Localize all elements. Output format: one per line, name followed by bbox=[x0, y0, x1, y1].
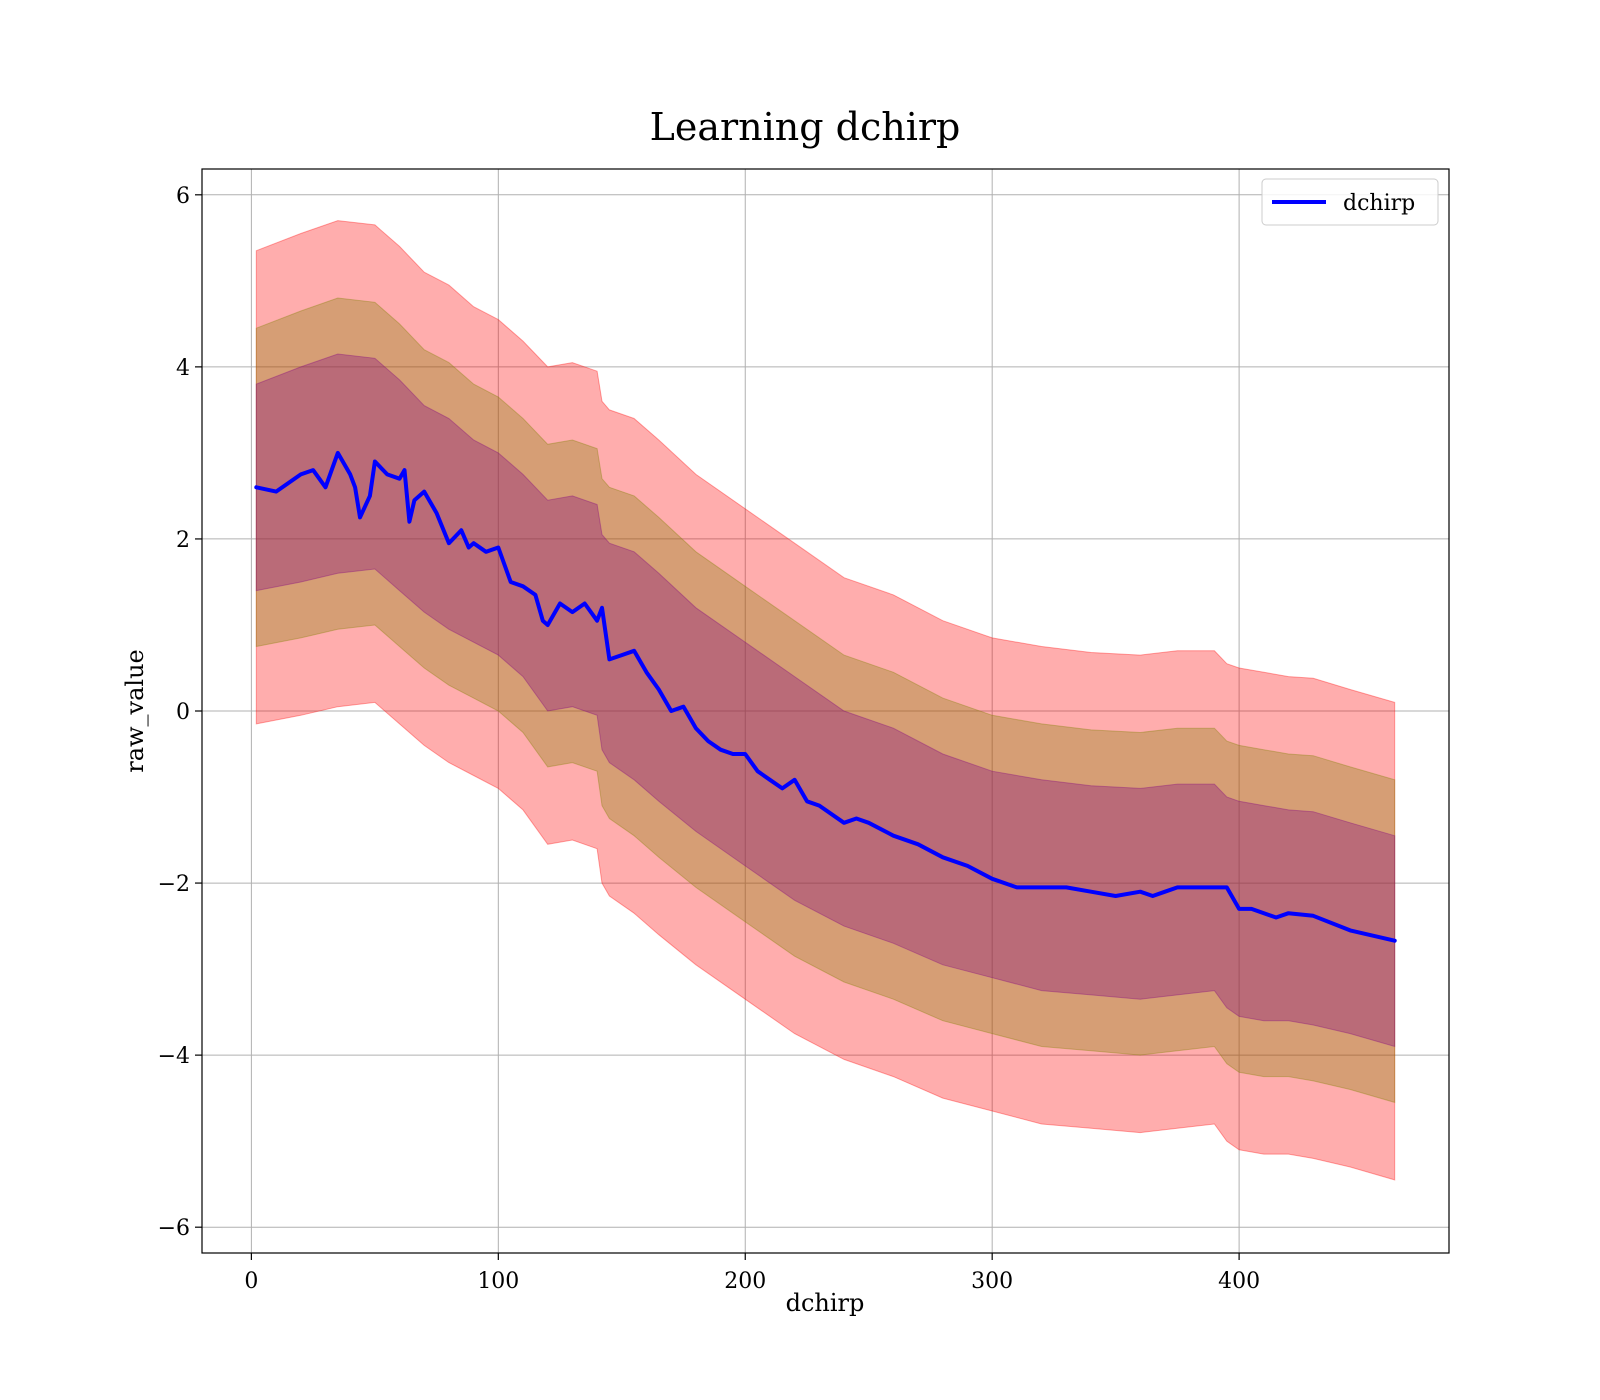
x-tick-label-3: 300 bbox=[971, 1269, 1013, 1294]
y-axis-label: raw_value bbox=[121, 649, 149, 773]
legend-label-dchirp: dchirp bbox=[1343, 191, 1415, 216]
band-1 bbox=[255, 297, 1396, 1104]
x-axis-label: dchirp bbox=[786, 1289, 865, 1317]
series-line-dchirp bbox=[254, 450, 1397, 943]
confidence-bands bbox=[255, 220, 1396, 1181]
y-tick-label-6: 6 bbox=[176, 184, 190, 209]
legend-box bbox=[1261, 178, 1439, 226]
y-tick-label-3: 0 bbox=[176, 700, 190, 725]
x-tick-label-1: 100 bbox=[477, 1269, 519, 1294]
grid bbox=[202, 169, 1449, 1253]
band-2 bbox=[255, 353, 1396, 1048]
y-tick-label-2: −2 bbox=[158, 872, 190, 897]
y-tick-label-4: 2 bbox=[176, 528, 190, 553]
x-tick-label-0: 0 bbox=[244, 1269, 258, 1294]
chart-title: Learning dchirp bbox=[650, 105, 961, 149]
band-0 bbox=[255, 220, 1396, 1181]
y-tick-label-0: −6 bbox=[158, 1216, 190, 1241]
y-tick-label-5: 4 bbox=[176, 356, 190, 381]
axis-ticks: 0 100 200 300 400 −6 −4 −2 0 2 4 6 bbox=[158, 184, 1261, 1294]
x-tick-label-4: 400 bbox=[1218, 1269, 1260, 1294]
series-lines bbox=[254, 450, 1397, 943]
x-tick-label-2: 200 bbox=[724, 1269, 766, 1294]
y-tick-label-1: −4 bbox=[158, 1044, 190, 1069]
legend: dchirp bbox=[1261, 178, 1439, 226]
